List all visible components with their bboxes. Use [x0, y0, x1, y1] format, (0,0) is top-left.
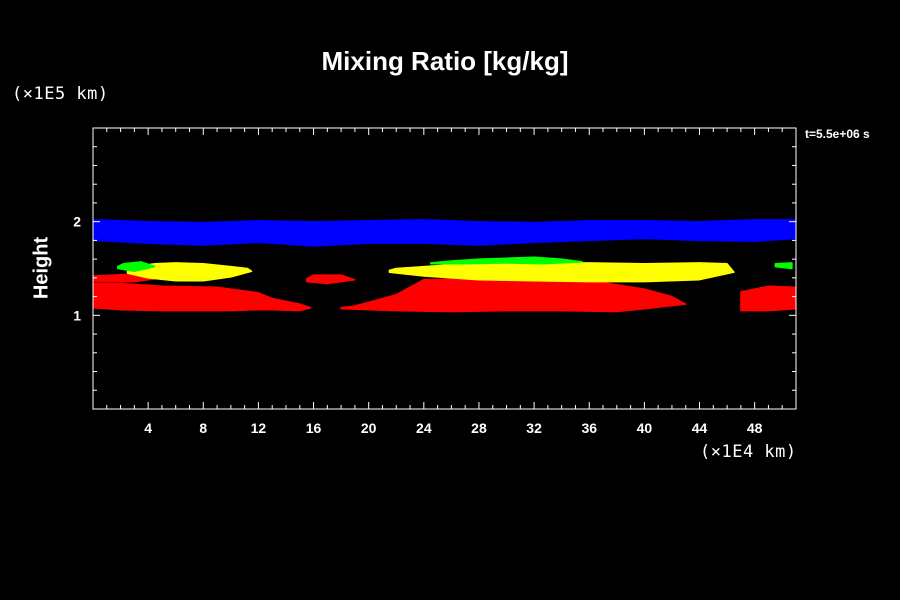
contour-region-1-1 [388, 262, 735, 283]
contour-region-0-4 [740, 285, 796, 312]
contour-region-0-0 [93, 282, 312, 312]
contour-region-2-2 [774, 262, 793, 270]
x-tick-label: 48 [747, 420, 763, 436]
x-tick-label: 36 [581, 420, 597, 436]
x-tick-label: 24 [416, 420, 432, 436]
x-tick-label: 12 [251, 420, 267, 436]
x-tick-label: 8 [199, 420, 207, 436]
x-tick-label: 4 [144, 420, 152, 436]
contour-region-0-2 [305, 274, 356, 285]
plot-area [93, 219, 796, 313]
x-axis-scale-note: (×1E4 km) [700, 442, 797, 462]
plot-frame [92, 127, 797, 410]
time-annotation: t=5.5e+06 s [805, 127, 870, 141]
contour-region-2-1 [429, 256, 584, 265]
x-tick-label: 44 [692, 420, 708, 436]
y-tick-label: 2 [73, 214, 81, 230]
contour-region-3-0 [93, 219, 796, 247]
x-tick-label: 20 [361, 420, 377, 436]
x-tick-label: 32 [526, 420, 542, 436]
y-tick-label: 1 [73, 307, 81, 323]
x-tick-label: 28 [471, 420, 487, 436]
x-tick-label: 16 [306, 420, 322, 436]
y-axis-scale-note: (×1E5 km) [12, 84, 109, 104]
contour-region-2-0 [117, 261, 156, 273]
contour-region-0-3 [340, 275, 687, 313]
chart-title: Mixing Ratio [kg/kg] [321, 46, 569, 76]
x-tick-label: 40 [637, 420, 653, 436]
